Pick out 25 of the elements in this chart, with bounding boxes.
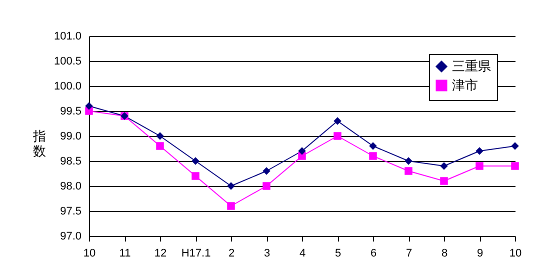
y-tick-label: 98.0	[60, 180, 82, 192]
y-tick-label: 99.0	[60, 130, 82, 142]
y-tick-label: 101.0	[54, 30, 82, 42]
y-tick-label: 97.5	[60, 206, 82, 218]
y-tick-label: 98.5	[60, 156, 82, 168]
x-tick-label: 3	[264, 248, 270, 260]
x-tick-label: 12	[154, 248, 167, 260]
x-tick-label: 7	[406, 248, 412, 260]
x-tick-label: 10	[83, 248, 96, 260]
x-tick-label: 6	[370, 248, 377, 260]
x-tick-label: 5	[334, 248, 342, 260]
x-tick-label: 4	[299, 248, 306, 260]
y-axis-title: 指数	[32, 128, 46, 158]
y-tick-label: 97.0	[60, 230, 82, 242]
x-tick-label: 8	[441, 248, 448, 260]
x-tick-label: 10	[509, 248, 522, 260]
y-tick-label: 100.0	[54, 80, 82, 92]
legend-label: 三重県	[452, 58, 491, 74]
x-tick-label: H17.1	[181, 248, 211, 260]
y-tick-label: 99.5	[60, 106, 82, 118]
x-tick-label: 9	[476, 248, 484, 260]
x-tick-label: 11	[119, 248, 131, 260]
legend-label: 津市	[452, 78, 478, 92]
x-tick-label: 2	[228, 248, 235, 260]
y-tick-label: 100.5	[54, 56, 82, 68]
